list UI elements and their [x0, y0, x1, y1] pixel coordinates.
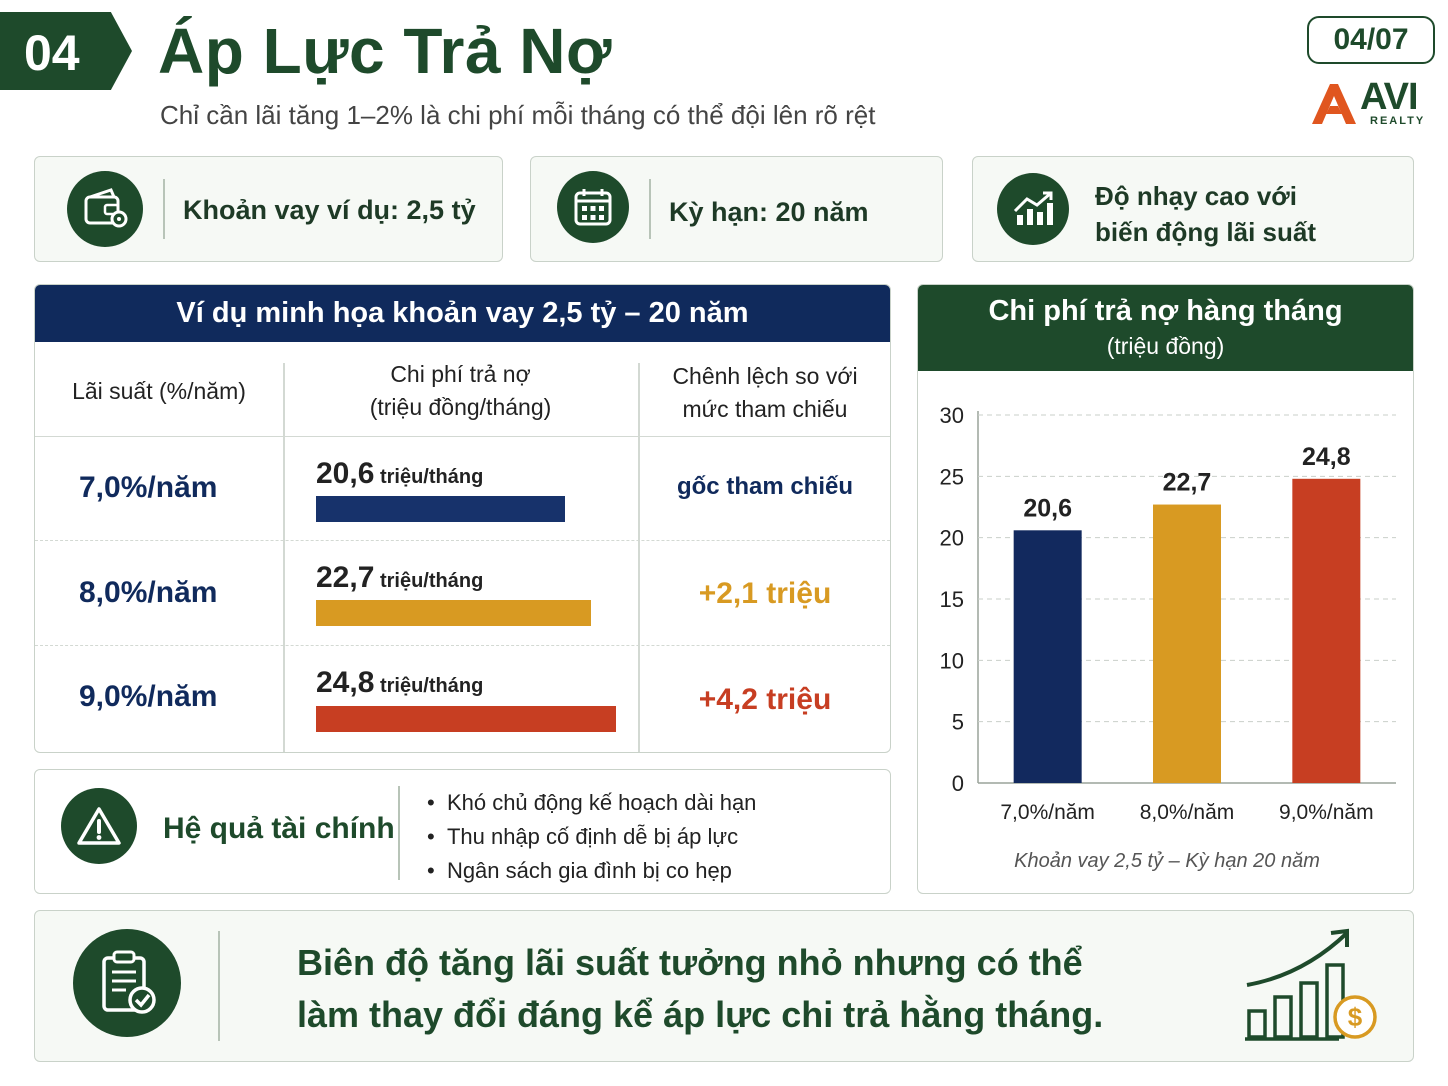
- chart-title: Chi phí trả nợ hàng tháng: [988, 295, 1343, 327]
- chart-up-icon: [997, 173, 1069, 245]
- clipboard-check-icon: [73, 929, 181, 1037]
- y-tick-label: 20: [940, 526, 964, 551]
- loan-table: Ví dụ minh họa khoản vay 2,5 tỷ – 20 năm…: [34, 284, 891, 753]
- conclusion-line1: Biên độ tăng lãi suất tưởng nhỏ nhưng có…: [297, 942, 1083, 983]
- cost-unit: triệu/tháng: [379, 675, 484, 697]
- table-row-rate: 8,0%/năm: [79, 576, 218, 609]
- conclusion-box: Biên độ tăng lãi suất tưởng nhỏ nhưng có…: [34, 910, 1414, 1062]
- table-row-rate: 7,0%/năm: [79, 471, 218, 504]
- cost-unit: triệu/tháng: [379, 466, 484, 488]
- page-title: Áp Lực Trả Nợ: [158, 15, 612, 87]
- bar-value-label: 20,6: [1023, 494, 1072, 522]
- x-tick-label: 9,0%/năm: [1279, 801, 1374, 824]
- table-row-diff: +2,1 triệu: [698, 577, 832, 610]
- growth-coin-icon: $: [1245, 928, 1377, 1041]
- info-card-sensitivity: Độ nhạy cao với biến động lãi suất: [972, 156, 1414, 262]
- row-separator: [35, 645, 890, 646]
- chart-bar: [1153, 504, 1221, 783]
- y-tick-label: 5: [952, 710, 964, 735]
- brand-subname: REALTY: [1370, 115, 1426, 127]
- col-header-cost-line2: (triệu đồng/tháng): [369, 394, 552, 420]
- cost-bar: [316, 706, 616, 732]
- conclusion-divider: [218, 931, 220, 1041]
- y-tick-label: 25: [940, 464, 964, 489]
- info-card-loan: Khoản vay ví dụ: 2,5 tỷ: [34, 156, 503, 262]
- y-tick-label: 10: [940, 648, 964, 673]
- loan-amount-text: Khoản vay ví dụ: 2,5 tỷ: [183, 195, 476, 225]
- consequence-divider: [398, 786, 400, 880]
- row-separator: [35, 540, 890, 541]
- cost-bar: [316, 600, 591, 626]
- chart-bar: [1013, 530, 1082, 783]
- consequence-bullet: • Ngân sách gia đình bị co hẹp: [427, 858, 732, 883]
- sensitivity-text-line1: Độ nhạy cao với: [1095, 181, 1297, 211]
- wallet-icon: [67, 171, 143, 247]
- warning-icon: [61, 788, 137, 864]
- column-separator: [283, 363, 285, 752]
- info-card-term: Kỳ hạn: 20 năm: [530, 156, 943, 262]
- consequence-box: Hệ quả tài chính • Khó chủ động kế hoạch…: [34, 769, 891, 894]
- table-row-cost: 22,7 triệu/tháng: [316, 561, 483, 595]
- loan-term-text: Kỳ hạn: 20 năm: [669, 197, 869, 227]
- page-subtitle: Chỉ cần lãi tăng 1–2% là chi phí mỗi thá…: [160, 100, 876, 130]
- table-row-cost: 24,8 triệu/tháng: [316, 666, 483, 700]
- chart-bar: [1292, 478, 1361, 783]
- card-divider: [649, 179, 651, 239]
- table-title: Ví dụ minh họa khoản vay 2,5 tỷ – 20 năm: [35, 285, 890, 342]
- bar-value-label: 24,8: [1302, 443, 1351, 471]
- x-tick-label: 7,0%/năm: [1000, 801, 1095, 824]
- section-number: 04: [24, 25, 80, 81]
- column-separator: [638, 363, 640, 752]
- table-row-cost: 20,6 triệu/tháng: [316, 457, 483, 491]
- card-divider: [163, 179, 165, 239]
- svg-text:$: $: [1348, 1002, 1363, 1032]
- chart-header: Chi phí trả nợ hàng tháng (triệu đồng): [918, 285, 1413, 371]
- col-header-cost-line1: Chi phí trả nợ: [390, 361, 531, 387]
- sensitivity-text-line2: biến động lãi suất: [1095, 217, 1317, 247]
- monthly-cost-chart: Chi phí trả nợ hàng tháng (triệu đồng) 0…: [917, 284, 1414, 894]
- y-tick-label: 30: [940, 403, 964, 428]
- page-indicator: 04/07: [1307, 16, 1435, 64]
- x-axis-label: Khoản vay 2,5 tỷ – Kỳ hạn 20 năm: [1014, 850, 1320, 872]
- consequence-bullet: • Thu nhập cố định dễ bị áp lực: [427, 824, 739, 849]
- section-number-badge: 04: [0, 12, 132, 90]
- consequence-title: Hệ quả tài chính: [163, 812, 395, 845]
- cost-unit: triệu/tháng: [379, 570, 484, 592]
- consequence-bullet: • Khó chủ động kế hoạch dài hạn: [427, 790, 757, 815]
- col-header-diff-line2: mức tham chiếu: [682, 396, 848, 422]
- cost-value: 24,8: [316, 666, 375, 699]
- header-separator: [35, 436, 890, 437]
- y-tick-label: 0: [952, 771, 964, 796]
- table-row-diff: gốc tham chiếu: [676, 473, 854, 500]
- cost-value: 22,7: [316, 561, 375, 594]
- calendar-icon: [557, 171, 629, 243]
- brand-name: AVI: [1360, 76, 1419, 118]
- y-tick-label: 15: [940, 587, 964, 612]
- cost-bar: [316, 496, 566, 522]
- col-header-rate: Lãi suất (%/năm): [72, 378, 246, 404]
- avi-logo-icon: [1312, 84, 1356, 124]
- bar-value-label: 22,7: [1163, 469, 1212, 497]
- x-tick-label: 8,0%/năm: [1140, 801, 1235, 824]
- cost-value: 20,6: [316, 457, 375, 490]
- col-header-diff-line1: Chênh lệch so với: [672, 363, 858, 389]
- table-row-diff: +4,2 triệu: [698, 683, 832, 716]
- table-row-rate: 9,0%/năm: [79, 680, 218, 713]
- bar-chart: 0 5 10 15 20 25 30 20,6 7,0%/năm 22,7 8,0%/năm 24,8…: [940, 403, 1396, 872]
- chart-subtitle: (triệu đồng): [1106, 333, 1225, 359]
- conclusion-line2: làm thay đổi đáng kể áp lực chi trả hằng…: [297, 994, 1104, 1035]
